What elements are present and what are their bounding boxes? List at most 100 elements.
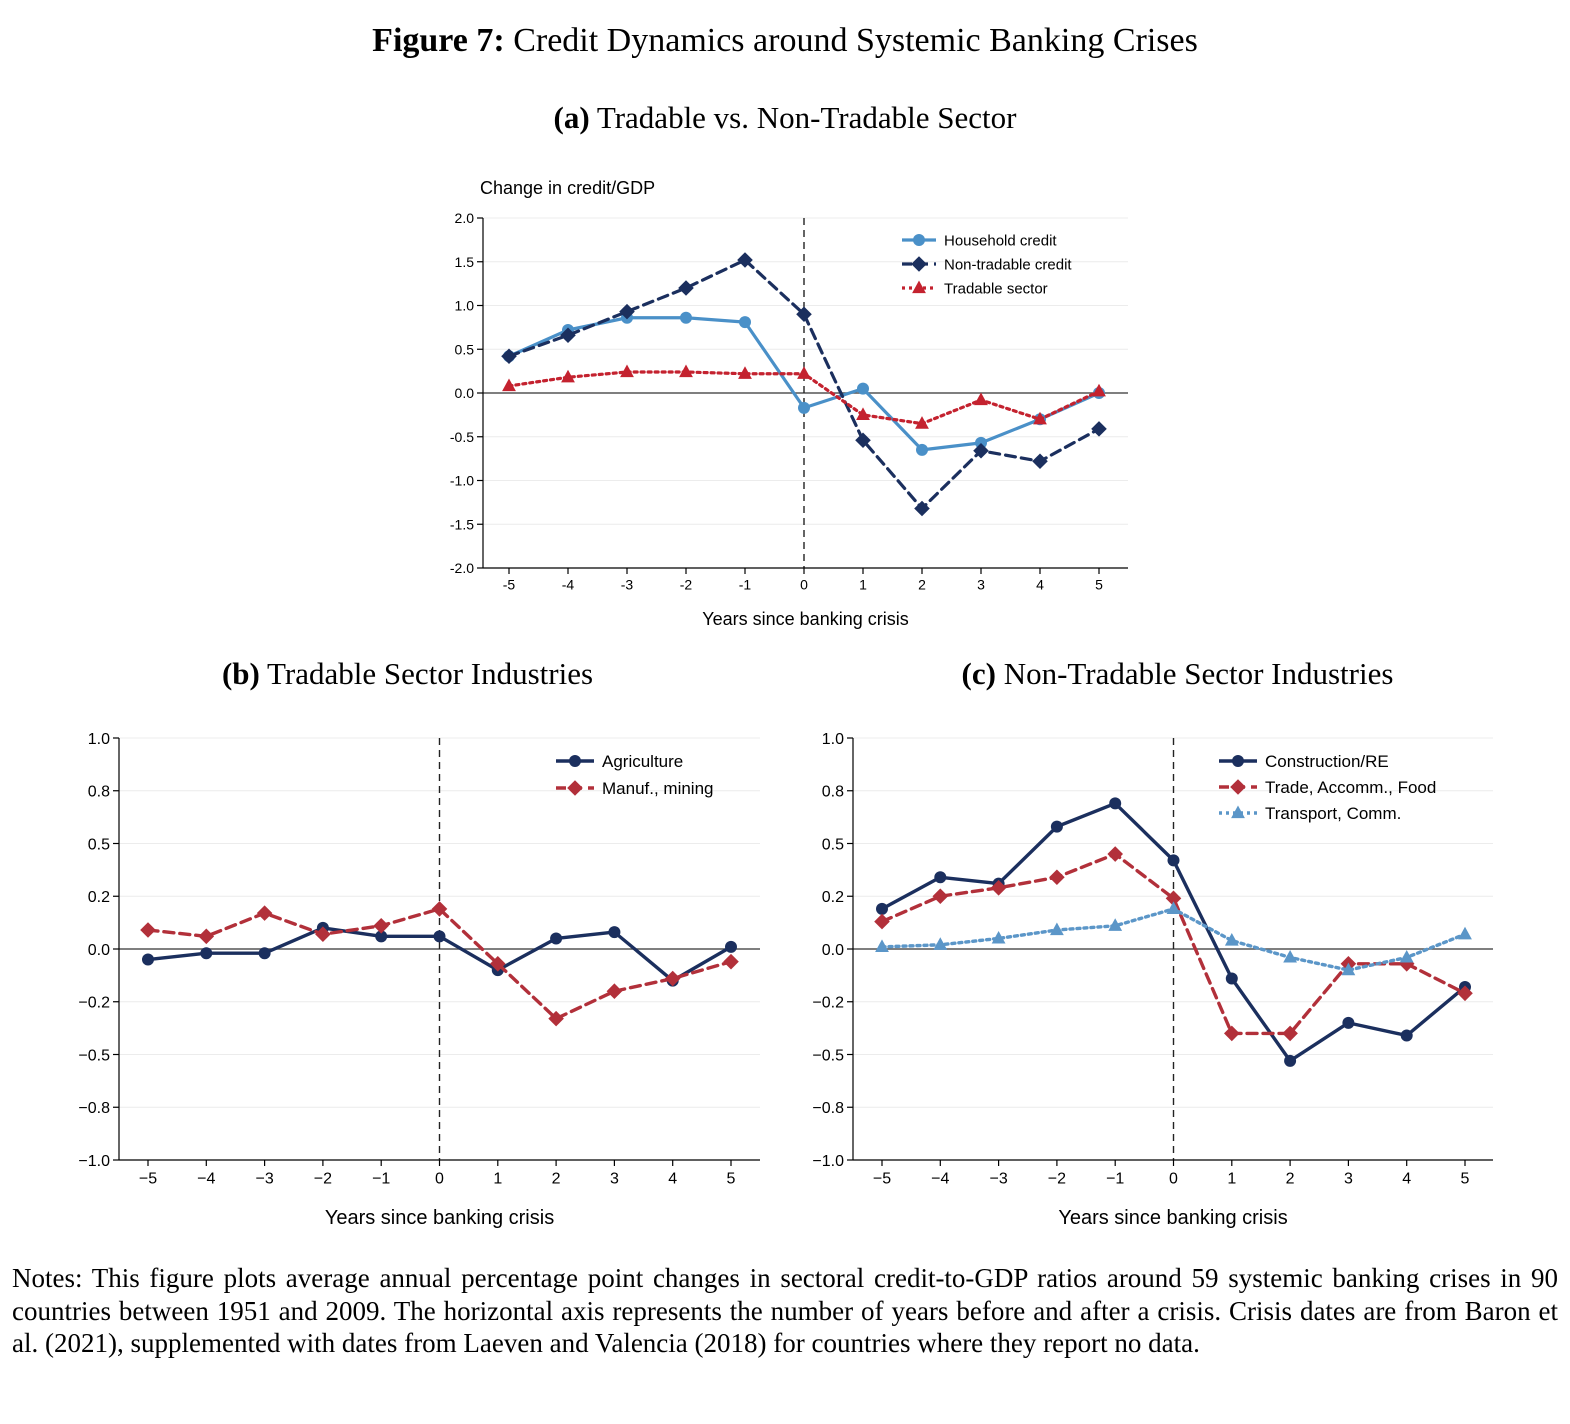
ytick-label-b-3: 0.2	[88, 889, 110, 906]
xtick-label-a-10: 5	[1095, 576, 1103, 592]
data-point-c-1-4	[1107, 846, 1123, 862]
data-point-c-1-2	[990, 880, 1007, 896]
data-point-a-1-2	[619, 303, 635, 320]
data-point-b-1-6	[490, 955, 506, 972]
ytick-label-c-2: 0.5	[822, 836, 844, 853]
data-point-b-1-9	[664, 970, 681, 987]
ytick-label-a-1: 1.5	[455, 254, 475, 270]
legend-marker-a-2	[912, 280, 926, 294]
data-point-a-2-2	[620, 364, 634, 378]
legend-marker-c-2	[1231, 805, 1245, 819]
ytick-label-b-5: −0.2	[78, 995, 110, 1012]
xtick-label-c-9: 4	[1402, 1171, 1411, 1188]
data-point-a-1-1	[560, 327, 576, 344]
xtick-label-c-5: 0	[1169, 1171, 1178, 1188]
data-point-c-0-3	[1050, 820, 1063, 833]
xtick-label-a-4: -1	[739, 576, 752, 592]
xtick-label-a-6: 1	[859, 576, 867, 592]
data-point-a-2-1	[561, 369, 575, 383]
data-point-b-0-2	[258, 947, 271, 960]
data-point-c-1-7	[1282, 1025, 1298, 1042]
panel-b-title-text: Tradable Sector Industries	[267, 656, 594, 691]
legend-label-b-1: Manuf., mining	[602, 779, 714, 798]
panel-c-label: (c)	[961, 656, 996, 691]
ytick-label-c-6: −0.5	[812, 1047, 844, 1064]
data-point-c-2-1	[933, 937, 948, 950]
data-point-c-1-1	[932, 888, 949, 905]
xtick-label-a-5: 0	[800, 576, 808, 592]
data-point-a-1-10	[1091, 421, 1107, 437]
data-point-a-2-8	[974, 392, 988, 406]
panel-a-label: (a)	[553, 100, 590, 135]
data-point-c-0-6	[1225, 972, 1238, 985]
legend-label-c-1: Trade, Accomm., Food	[1265, 778, 1436, 797]
data-point-a-2-10	[1092, 383, 1106, 397]
legend-label-a-1: Non-tradable credit	[944, 256, 1072, 273]
data-point-a-1-8	[973, 442, 989, 459]
ytick-label-c-3: 0.2	[822, 889, 844, 906]
y-axis-label-a: Change in credit/GDP	[480, 178, 655, 198]
data-point-a-2-0	[502, 378, 516, 392]
xtick-label-c-3: −2	[1048, 1171, 1066, 1188]
data-point-c-1-0	[874, 913, 890, 930]
data-point-c-1-5	[1165, 890, 1182, 907]
xtick-label-b-4: −1	[372, 1171, 390, 1188]
data-point-a-0-7	[916, 443, 928, 456]
ytick-label-b-6: −0.5	[78, 1047, 110, 1064]
xtick-label-a-3: -2	[680, 576, 693, 592]
ytick-label-a-8: -2.0	[450, 560, 474, 576]
data-point-c-2-6	[1224, 933, 1239, 946]
ytick-label-a-7: -1.5	[450, 516, 474, 532]
ytick-label-b-1: 0.8	[88, 784, 110, 801]
xtick-label-c-4: −1	[1106, 1171, 1124, 1188]
xtick-label-b-9: 4	[668, 1171, 677, 1188]
ytick-label-c-4: 0.0	[822, 942, 844, 959]
data-point-c-1-3	[1049, 869, 1065, 886]
data-point-a-2-4	[738, 366, 752, 379]
legend-label-b-0: Agriculture	[602, 752, 683, 771]
legend-label-c-2: Transport, Comm.	[1265, 804, 1401, 823]
xtick-label-c-1: −4	[931, 1171, 949, 1188]
figure-title: Figure 7: Credit Dynamics around Systemi…	[0, 22, 1570, 60]
xtick-label-a-8: 3	[977, 576, 985, 592]
data-point-c-2-4	[1108, 918, 1123, 931]
data-point-c-2-7	[1283, 949, 1297, 963]
data-point-c-0-5	[1167, 854, 1180, 867]
xtick-label-b-5: 0	[435, 1171, 444, 1188]
panel-c-title: (c) Non-Tradable Sector Industries	[785, 656, 1570, 692]
ytick-label-c-8: −1.0	[812, 1153, 844, 1170]
data-point-b-1-0	[140, 922, 156, 938]
data-point-a-1-3	[678, 280, 694, 296]
series-line-c-1	[880, 852, 1467, 1036]
data-point-b-0-8	[608, 926, 621, 939]
legend-label-a-2: Tradable sector	[944, 280, 1048, 297]
xtick-label-c-7: 2	[1286, 1171, 1295, 1188]
data-point-a-1-0	[501, 348, 517, 365]
xtick-label-c-6: 1	[1227, 1171, 1236, 1188]
xtick-label-b-1: −4	[197, 1171, 215, 1188]
legend-marker-a-0	[913, 234, 925, 246]
ytick-label-b-2: 0.5	[88, 836, 110, 853]
ytick-label-a-5: -0.5	[450, 429, 474, 445]
data-point-b-0-0	[142, 953, 154, 966]
ytick-label-c-7: −0.8	[812, 1100, 844, 1117]
panel-b-label: (b)	[221, 656, 260, 691]
ytick-label-c-0: 1.0	[822, 731, 844, 748]
ytick-label-a-0: 2.0	[455, 210, 475, 226]
data-point-a-0-5	[798, 401, 810, 414]
panel-b-title: (b) Tradable Sector Industries	[0, 656, 815, 692]
data-point-c-2-0	[875, 939, 889, 952]
x-axis-label-a: Years since banking crisis	[702, 609, 908, 629]
x-axis-label-c: Years since banking crisis	[1058, 1207, 1287, 1229]
data-point-b-1-3	[315, 926, 331, 943]
data-point-c-0-0	[876, 902, 888, 915]
ytick-label-c-5: −0.2	[812, 995, 844, 1012]
figure-title-text: Credit Dynamics around Systemic Banking …	[513, 22, 1198, 59]
figure-label: Figure 7:	[372, 22, 505, 59]
figure-notes: Notes: This figure plots average annual …	[12, 1263, 1558, 1358]
data-point-c-2-9	[1399, 949, 1414, 963]
data-point-a-2-7	[915, 416, 929, 429]
